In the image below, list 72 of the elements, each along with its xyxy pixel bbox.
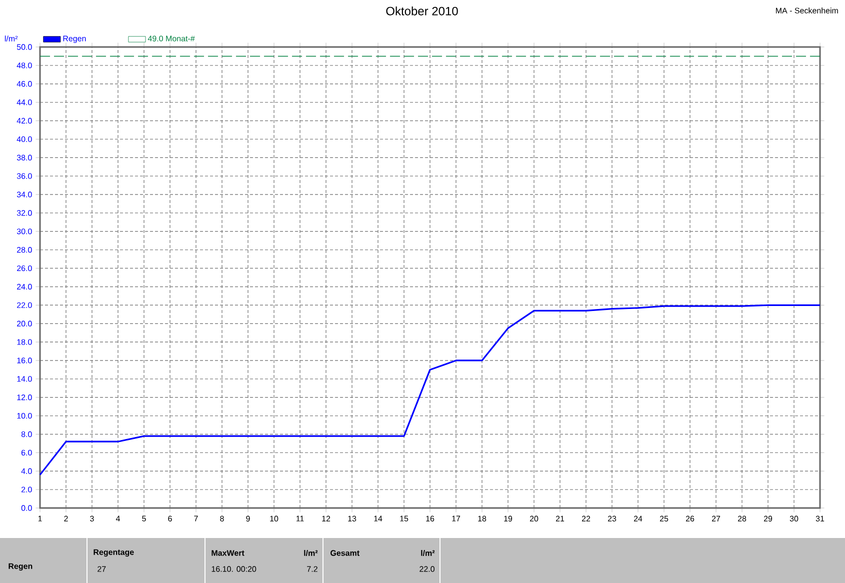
y-axis-title: l/m² — [4, 36, 18, 42]
text: 22.0 — [420, 566, 434, 572]
x-tick-label: 16 — [426, 516, 434, 522]
x-tick-label: 17 — [452, 516, 460, 522]
x-tick-label: 14 — [374, 516, 382, 522]
x-tick-label: 27 — [712, 516, 720, 522]
y-tick-label: 50.0 — [16, 44, 32, 50]
chart-title: Oktober 2010 — [386, 6, 458, 16]
x-tick-label: 18 — [478, 516, 486, 522]
x-tick-label: 24 — [634, 516, 642, 522]
y-tick-label: 14.0 — [17, 376, 32, 382]
y-tick-label: 0.0 — [21, 505, 32, 511]
text: 16.10. 00:20 — [212, 566, 256, 572]
x-tick-label: 10 — [270, 516, 278, 522]
x-tick-label: 21 — [556, 516, 564, 522]
y-tick-label: 12.0 — [17, 394, 32, 400]
y-tick-label: 28.0 — [17, 247, 32, 253]
y-tick-label: 32.0 — [16, 210, 32, 216]
x-tick-label: 12 — [322, 516, 330, 522]
x-tick-label: 11 — [296, 516, 304, 522]
y-tick-label: 46.0 — [16, 81, 32, 87]
x-tick-label: 23 — [608, 516, 616, 522]
y-tick-label: 48.0 — [16, 62, 32, 68]
y-tick-label: 42.0 — [16, 118, 32, 124]
y-tick-label: 34.0 — [16, 192, 32, 198]
x-tick-label: 29 — [764, 516, 772, 522]
y-tick-label: 18.0 — [17, 339, 32, 345]
text: Regentage — [94, 549, 134, 557]
y-tick-label: 22.0 — [17, 302, 32, 308]
x-tick-label: 5 — [142, 516, 146, 522]
x-tick-label: 15 — [400, 516, 408, 522]
y-tick-label: 8.0 — [21, 431, 32, 438]
text: Regen — [8, 563, 32, 571]
chart-subtitle: MA - Seckenheim — [776, 8, 838, 14]
text: l/m² — [304, 550, 318, 556]
x-tick-label: 2 — [64, 516, 68, 522]
y-tick-label: 2.0 — [21, 486, 32, 492]
x-tick-label: 26 — [686, 516, 694, 522]
x-tick-label: 9 — [246, 516, 250, 522]
text: Regen — [63, 36, 86, 43]
x-tick-label: 28 — [738, 516, 746, 522]
y-tick-label: 40.0 — [16, 136, 32, 142]
y-tick-label: 26.0 — [17, 265, 32, 272]
text: Gesamt — [330, 550, 360, 556]
x-tick-label: 6 — [168, 516, 172, 522]
y-tick-label: 16.0 — [17, 358, 32, 364]
x-tick-label: 31 — [816, 516, 824, 522]
x-tick-label: 20 — [530, 516, 538, 522]
x-tick-label: 22 — [582, 516, 590, 522]
text: 7.2 — [307, 566, 318, 572]
text: MaxWert — [212, 550, 244, 556]
text: l/m² — [421, 550, 435, 556]
x-tick-label: 3 — [90, 516, 94, 522]
y-tick-label: 6.0 — [21, 450, 32, 456]
y-tick-label: 24.0 — [17, 284, 32, 290]
x-tick-label: 4 — [116, 516, 120, 522]
y-tick-label: 38.0 — [16, 154, 32, 160]
text: 27 — [98, 566, 106, 572]
x-tick-label: 25 — [660, 516, 668, 522]
y-tick-label: 30.0 — [16, 228, 32, 234]
x-tick-label: 8 — [220, 516, 224, 522]
y-tick-label: 20.0 — [17, 320, 32, 326]
y-tick-label: 10.0 — [17, 412, 32, 419]
x-tick-label: 30 — [790, 516, 798, 522]
y-tick-label: 44.0 — [16, 99, 32, 106]
y-tick-label: 4.0 — [21, 468, 32, 474]
x-tick-label: 7 — [194, 516, 198, 522]
x-tick-label: 1 — [38, 516, 42, 522]
x-tick-label: 19 — [504, 516, 512, 522]
legend-label: 49.0 Monat-# — [148, 36, 195, 42]
x-tick-label: 13 — [348, 516, 356, 522]
y-tick-label: 36.0 — [16, 173, 32, 179]
